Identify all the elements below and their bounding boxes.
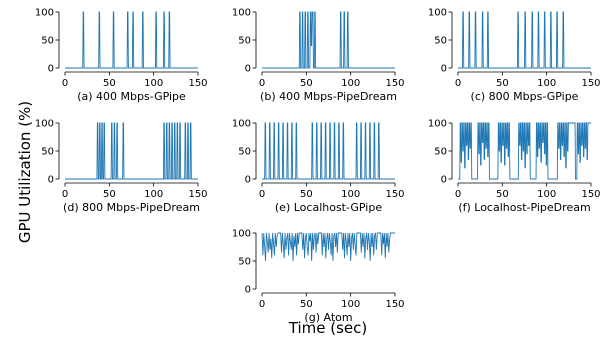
y-tick-label: 0 (441, 64, 447, 75)
x-tick-label: 50 (103, 189, 116, 200)
subplot-caption: (c) 800 Mbps-GPipe (471, 90, 579, 103)
y-tick-label: 50 (238, 257, 251, 268)
subplot-5: 0 50 100 0 50 100 150(e) Localhost-GPipe (232, 119, 405, 215)
y-tick-label: 0 (245, 285, 251, 296)
x-tick-label: 0 (455, 78, 461, 89)
x-tick-label: 0 (455, 189, 461, 200)
y-tick-label: 50 (238, 147, 251, 158)
x-tick-label: 150 (385, 299, 404, 310)
x-tick-label: 0 (259, 189, 265, 200)
y-tick-label: 0 (441, 175, 447, 186)
y-tick-label: 100 (428, 8, 447, 19)
x-tick-label: 150 (581, 78, 600, 89)
x-tick-label: 50 (496, 78, 509, 89)
x-axis-title: Time (sec) (288, 319, 367, 337)
x-tick-label: 150 (581, 189, 600, 200)
y-tick-label: 0 (245, 175, 251, 186)
y-tick-label: 100 (232, 8, 251, 19)
subplot-caption: (a) 400 Mbps-GPipe (77, 90, 186, 103)
x-tick-label: 0 (259, 78, 265, 89)
x-tick-label: 150 (188, 78, 207, 89)
y-tick-label: 100 (35, 8, 54, 19)
subplot-7: 0 50 100 0 50 100 150 (g) Atom (232, 229, 405, 325)
x-tick-label: 100 (341, 78, 360, 89)
subplot-3: 0 50 100 0 50 100 150(c) 800 Mbps-GPipe (428, 8, 601, 104)
x-tick-label: 150 (385, 189, 404, 200)
y-tick-label: 100 (232, 229, 251, 240)
y-tick-label: 100 (35, 119, 54, 130)
y-tick-label: 50 (434, 147, 447, 158)
gpu-utilization-line (261, 232, 395, 262)
subplot-1: 0 50 100 0 50 100 150(a) 400 Mbps-GPipe (35, 8, 208, 104)
x-tick-label: 100 (537, 189, 556, 200)
subplot-6: 0 50 100 0 50 100 150(f) Localhost-PipeDream (428, 119, 601, 215)
x-tick-label: 150 (385, 78, 404, 89)
y-tick-label: 100 (428, 119, 447, 130)
x-tick-label: 0 (62, 78, 68, 89)
x-tick-label: 50 (496, 189, 509, 200)
y-tick-label: 50 (41, 147, 54, 158)
x-tick-label: 0 (259, 299, 265, 310)
x-tick-label: 100 (537, 78, 556, 89)
subplot-caption: (g) Atom (304, 311, 352, 324)
y-axis-title: GPU Utilization (%) (16, 101, 34, 243)
x-tick-label: 100 (341, 189, 360, 200)
x-tick-label: 50 (300, 189, 313, 200)
subplot-caption: (d) 800 Mbps-PipeDream (63, 201, 200, 214)
x-tick-label: 50 (300, 78, 313, 89)
y-tick-label: 100 (232, 119, 251, 130)
x-tick-label: 50 (300, 299, 313, 310)
gpu-utilization-line (262, 122, 395, 180)
subplot-2: 0 50 100 0 50 100 150(b) 400 Mbps-PipeDream (232, 8, 405, 104)
y-tick-label: 50 (238, 36, 251, 47)
y-tick-label: 50 (41, 36, 54, 47)
x-tick-label: 150 (188, 189, 207, 200)
y-tick-label: 0 (48, 64, 54, 75)
subplot-4: 0 50 100 0 50 100 150(d) 800 Mbps-PipeDream (35, 119, 208, 215)
x-tick-label: 0 (62, 189, 68, 200)
subplot-caption: (f) Localhost-PipeDream (458, 201, 590, 214)
gpu-utilization-line (458, 122, 591, 180)
x-tick-label: 100 (341, 299, 360, 310)
y-tick-label: 0 (48, 175, 54, 186)
x-tick-label: 100 (144, 189, 163, 200)
y-tick-label: 50 (434, 36, 447, 47)
y-tick-label: 0 (245, 64, 251, 75)
x-tick-label: 100 (144, 78, 163, 89)
x-tick-label: 50 (103, 78, 116, 89)
gpu-utilization-line (65, 11, 198, 69)
gpu-utilization-line (262, 11, 395, 69)
subplot-caption: (b) 400 Mbps-PipeDream (260, 90, 397, 103)
gpu-utilization-line (458, 11, 591, 69)
subplot-caption: (e) Localhost-GPipe (275, 201, 382, 214)
gpu-utilization-line (65, 122, 198, 180)
